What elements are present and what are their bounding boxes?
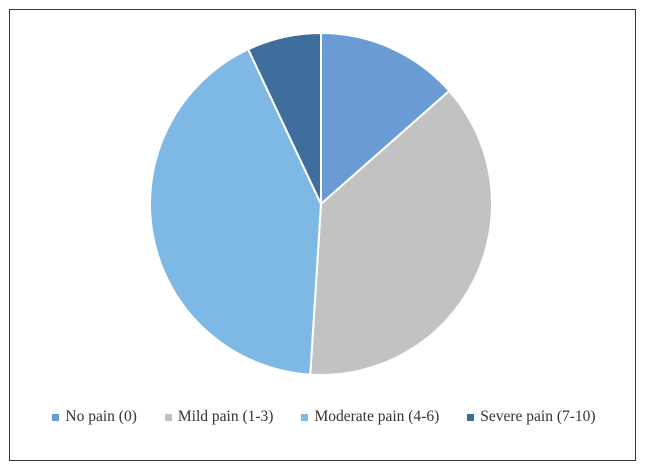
pie-slice-severe-pain (247, 32, 322, 205)
legend-label-no-pain: No pain (0) (65, 408, 137, 425)
pie-slice-no-pain (320, 32, 451, 205)
legend-item-severe-pain: Severe pain (7-10) (467, 408, 596, 426)
legend-label-mild-pain: Mild pain (1-3) (177, 408, 274, 425)
legend-label-moderate-pain: Moderate pain (4-6) (314, 408, 440, 425)
legend-item-mild-pain: Mild pain (1-3) (164, 408, 274, 426)
legend-swatch-no-pain (52, 413, 60, 421)
legend-label-severe-pain: Severe pain (7-10) (480, 408, 596, 425)
legend-swatch-moderate-pain (301, 413, 309, 421)
pie-slice-mild-pain (309, 89, 493, 376)
legend-item-no-pain: No pain (0) (52, 408, 137, 426)
legend-item-moderate-pain: Moderate pain (4-6) (301, 408, 439, 426)
pie-slice-moderate-pain (148, 48, 322, 376)
legend: No pain (0) Mild pain (1-3) Moderate pai… (0, 404, 648, 430)
legend-swatch-severe-pain (467, 413, 475, 421)
legend-swatch-mild-pain (164, 413, 172, 421)
